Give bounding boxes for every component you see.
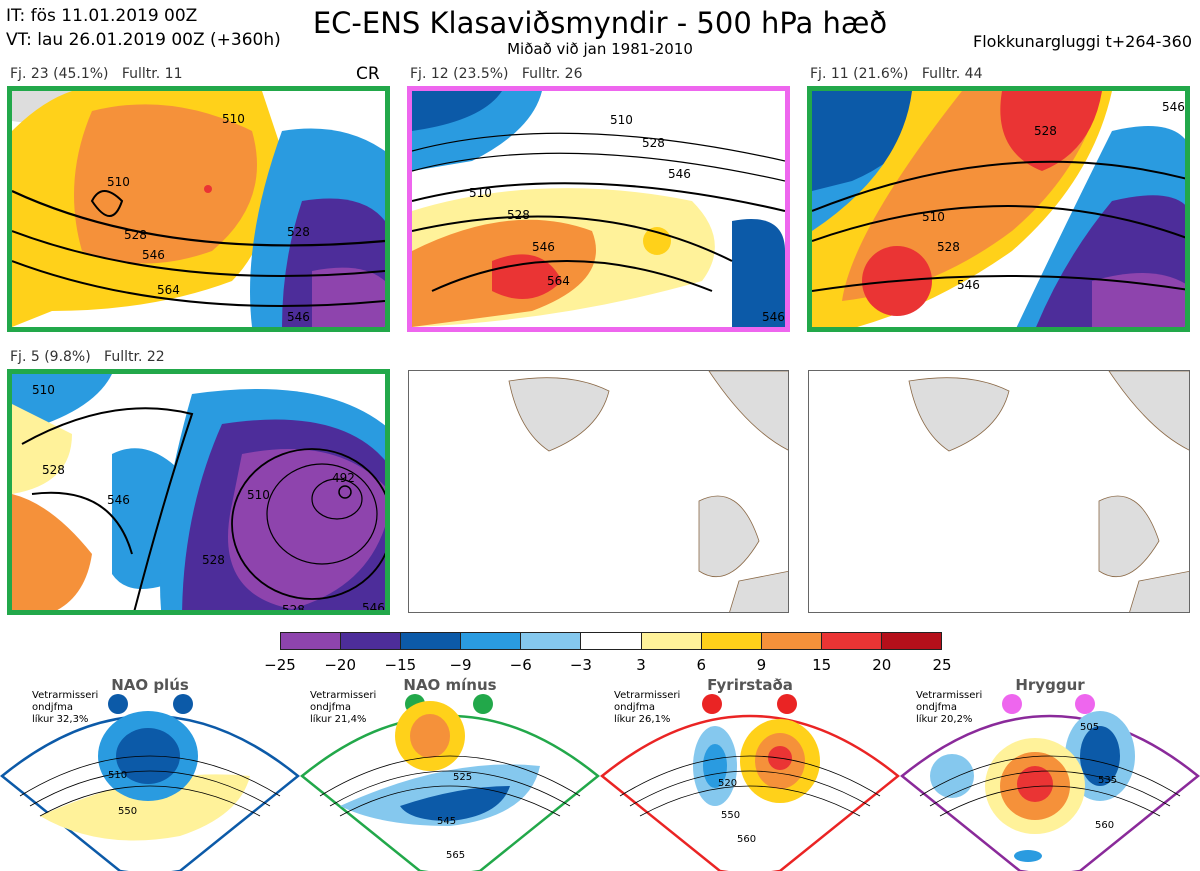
- colorbar-swatch: [881, 633, 942, 649]
- colorbar-tick-label: 15: [812, 656, 832, 674]
- classification-window: Flokkunargluggi t+264-360: [973, 32, 1192, 51]
- contour-label: 546: [762, 310, 785, 324]
- anomaly-colorbar: [280, 632, 942, 650]
- contour-label: 528: [124, 228, 147, 242]
- regime-title: NAO mínus: [403, 676, 497, 694]
- contour-label: 565: [446, 850, 465, 861]
- contour-label: 510: [222, 112, 245, 126]
- regime-info: Vetrarmisseri ondjfma líkur 32,3%: [32, 690, 99, 725]
- contour-label: 560: [737, 834, 756, 845]
- regime-blocking[interactable]: Fyrirstaða Vetrarmisseri ondjfma líkur 2…: [600, 676, 900, 871]
- colorbar-tick-label: 20: [872, 656, 892, 674]
- cluster-map-3[interactable]: 528 510 528 546 546: [807, 86, 1190, 332]
- contour-label: 528: [42, 463, 65, 477]
- contour-label: 546: [107, 493, 130, 507]
- contour-label: 545: [437, 816, 456, 827]
- colorbar-swatch: [761, 633, 822, 649]
- colorbar-swatch: [641, 633, 702, 649]
- contour-label: 546: [1162, 100, 1185, 114]
- colorbar-tick-label: −9: [449, 656, 472, 674]
- cluster-map-4[interactable]: 510 528 546 528 510 492 528 546: [7, 369, 390, 615]
- contour-label: 525: [453, 772, 472, 783]
- regime-title: Fyrirstaða: [707, 676, 793, 694]
- contour-label: 505: [1080, 722, 1099, 733]
- panel-4-label: Fj. 5 (9.8%) Fulltr. 22: [10, 349, 165, 365]
- colorbar-swatch: [521, 633, 582, 649]
- contour-label: 564: [547, 274, 570, 288]
- colorbar-swatch: [701, 633, 762, 649]
- cluster-map-2[interactable]: 510 528 546 510 528 546 564 546: [407, 86, 790, 332]
- contour-label: 510: [922, 210, 945, 224]
- colorbar-swatch: [821, 633, 882, 649]
- contour-label: 546: [142, 248, 165, 262]
- contour-label: 510: [108, 770, 127, 781]
- contour-label: 546: [957, 278, 980, 292]
- contour-label: 528: [642, 136, 665, 150]
- colorbar-tick-label: −25: [264, 656, 296, 674]
- initial-time: IT: fös 11.01.2019 00Z: [6, 6, 198, 26]
- contour-label: 510: [107, 175, 130, 189]
- cluster-map-1[interactable]: 510 528 546 564 546 528 510: [7, 86, 390, 332]
- regime-title: NAO plús: [111, 676, 189, 694]
- colorbar-swatch: [281, 633, 342, 649]
- contour-label: 560: [1095, 820, 1114, 831]
- panel-3-label: Fj. 11 (21.6%) Fulltr. 44: [810, 66, 983, 82]
- regime-nao-plus[interactable]: NAO plús Vetrarmisseri ondjfma líkur 32,…: [0, 676, 300, 871]
- colorbar-tick-label: −6: [509, 656, 532, 674]
- regime-nao-minus[interactable]: NAO mínus Vetrarmisseri ondjfma líkur 21…: [300, 676, 600, 871]
- regime-info: Vetrarmisseri ondjfma líkur 21,4%: [310, 690, 377, 725]
- colorbar-swatch: [461, 633, 522, 649]
- colorbar-tick-label: 25: [932, 656, 952, 674]
- contour-label: 528: [202, 553, 225, 567]
- valid-time: VT: lau 26.01.2019 00Z (+360h): [6, 30, 281, 50]
- empty-map-1: [408, 370, 789, 613]
- contour-label: 528: [1034, 124, 1057, 138]
- page-title: EC-ENS Klasaviðsmyndir - 500 hPa hæð: [312, 6, 888, 40]
- regime-info: Vetrarmisseri ondjfma líkur 26,1%: [614, 690, 681, 725]
- contour-label: 492: [332, 471, 355, 485]
- regime-title: Hryggur: [1015, 676, 1085, 694]
- colorbar-tick-label: 6: [696, 656, 707, 674]
- colorbar-swatch: [401, 633, 462, 649]
- contour-label: 510: [610, 113, 633, 127]
- contour-label: 510: [469, 186, 492, 200]
- panel-1-tag: CR: [356, 64, 380, 84]
- colorbar-swatch: [581, 633, 642, 649]
- colorbar-tick-label: −3: [569, 656, 592, 674]
- regime-ridge[interactable]: Hryggur Vetrarmisseri ondjfma líkur 20,2…: [900, 676, 1200, 871]
- contour-label: 528: [282, 603, 305, 615]
- contour-label: 528: [507, 208, 530, 222]
- contour-label: 535: [1098, 775, 1117, 786]
- colorbar-tick-label: 3: [636, 656, 646, 674]
- colorbar-swatch: [341, 633, 402, 649]
- page-subtitle: Miðað við jan 1981-2010: [507, 40, 693, 58]
- colorbar-tick-label: −15: [384, 656, 417, 674]
- colorbar-tick-label: 9: [756, 656, 767, 674]
- regime-info: Vetrarmisseri ondjfma líkur 20,2%: [916, 690, 983, 725]
- contour-label: 550: [721, 810, 740, 821]
- contour-label: 528: [937, 240, 960, 254]
- contour-label: 564: [157, 283, 180, 297]
- panel-2-label: Fj. 12 (23.5%) Fulltr. 26: [410, 66, 583, 82]
- contour-label: 510: [247, 488, 270, 502]
- contour-label: 546: [532, 240, 555, 254]
- contour-label: 546: [668, 167, 691, 181]
- panel-1-label: Fj. 23 (45.1%) Fulltr. 11: [10, 66, 183, 82]
- contour-label: 520: [718, 778, 737, 789]
- contour-label: 510: [32, 383, 55, 397]
- contour-label: 528: [287, 225, 310, 239]
- contour-label: 546: [287, 310, 310, 324]
- contour-label: 550: [118, 806, 137, 817]
- contour-label: 546: [362, 601, 385, 615]
- empty-map-2: [808, 370, 1190, 613]
- colorbar-tick-label: −20: [324, 656, 356, 674]
